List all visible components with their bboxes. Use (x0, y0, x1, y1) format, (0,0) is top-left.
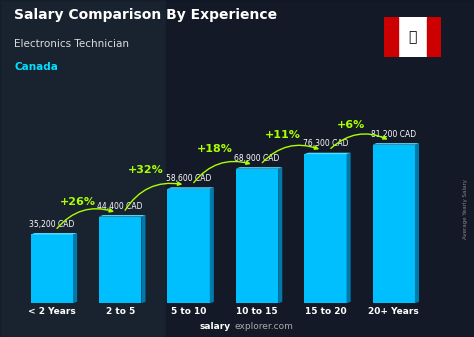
Text: 76,300 CAD: 76,300 CAD (302, 139, 348, 148)
Text: 58,600 CAD: 58,600 CAD (166, 174, 211, 183)
FancyArrowPatch shape (262, 145, 318, 163)
Text: +6%: +6% (337, 120, 365, 130)
Polygon shape (99, 216, 141, 303)
Polygon shape (304, 154, 346, 303)
Polygon shape (373, 143, 419, 145)
Text: +26%: +26% (60, 197, 96, 207)
Polygon shape (384, 17, 398, 57)
Polygon shape (31, 235, 73, 303)
FancyArrowPatch shape (331, 134, 386, 148)
Polygon shape (73, 233, 77, 303)
Text: 81,200 CAD: 81,200 CAD (371, 130, 416, 139)
Text: Canada: Canada (14, 62, 58, 72)
FancyArrowPatch shape (125, 182, 181, 210)
Polygon shape (346, 153, 351, 303)
Text: salary: salary (199, 322, 230, 331)
FancyArrowPatch shape (194, 161, 249, 183)
Polygon shape (384, 17, 441, 57)
Polygon shape (31, 233, 77, 235)
Text: +11%: +11% (265, 130, 301, 140)
Polygon shape (236, 168, 278, 303)
Polygon shape (0, 0, 166, 337)
Polygon shape (99, 215, 146, 216)
Text: 68,900 CAD: 68,900 CAD (234, 154, 280, 163)
Text: Average Yearly Salary: Average Yearly Salary (463, 179, 468, 239)
FancyArrowPatch shape (57, 209, 113, 228)
Polygon shape (278, 167, 283, 303)
Polygon shape (210, 187, 214, 303)
Polygon shape (304, 153, 351, 154)
Text: +32%: +32% (128, 165, 164, 175)
Polygon shape (373, 145, 415, 303)
Text: Electronics Technician: Electronics Technician (14, 39, 129, 49)
Text: +18%: +18% (197, 144, 233, 154)
Polygon shape (167, 187, 214, 189)
Polygon shape (167, 189, 210, 303)
Polygon shape (141, 215, 146, 303)
Text: 🍁: 🍁 (408, 30, 417, 44)
Text: Salary Comparison By Experience: Salary Comparison By Experience (14, 8, 277, 23)
Text: explorer.com: explorer.com (235, 322, 293, 331)
Text: 44,400 CAD: 44,400 CAD (98, 202, 143, 211)
Text: 35,200 CAD: 35,200 CAD (29, 220, 74, 228)
Polygon shape (427, 17, 441, 57)
Polygon shape (415, 143, 419, 303)
Polygon shape (236, 167, 283, 168)
Polygon shape (166, 0, 474, 337)
